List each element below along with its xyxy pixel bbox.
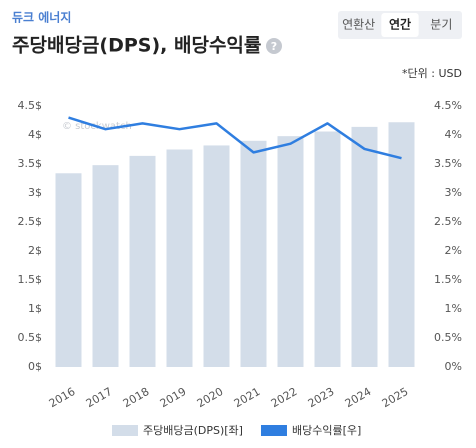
help-icon[interactable] — [266, 38, 282, 54]
x-tick-label: 2021 — [232, 385, 263, 410]
bar — [351, 126, 378, 367]
title: 주당배당금(DPS), 배당수익률 — [12, 35, 261, 57]
legend-label: 배당수익률[우] — [292, 424, 361, 437]
y2-tick-label: 1% — [445, 302, 462, 315]
bar — [314, 131, 341, 367]
bar — [55, 173, 82, 367]
x-tick-label: 2018 — [121, 385, 152, 410]
y2-tick-label: 4% — [445, 128, 462, 141]
y2-tick-label: 3% — [445, 186, 462, 199]
unit-note: *단위 : USD — [402, 67, 462, 80]
tab[interactable]: 연환산 — [342, 18, 375, 32]
tab[interactable]: 분기 — [430, 18, 452, 32]
y-tick-label: 3$ — [28, 186, 42, 199]
legend-swatch — [260, 425, 287, 436]
y-tick-label: 3.5$ — [18, 157, 43, 170]
y2-tick-label: 4.5% — [434, 99, 462, 112]
y-tick-label: 0.5$ — [18, 331, 43, 344]
bar — [203, 145, 230, 367]
y2-tick-label: 2% — [445, 244, 462, 257]
bar — [240, 140, 267, 367]
x-tick-label: 2017 — [84, 385, 115, 410]
bar — [277, 136, 304, 367]
x-tick-label: 2023 — [306, 385, 337, 410]
legend-swatch — [112, 425, 138, 436]
help-text[interactable]: ? — [271, 40, 277, 53]
y2-tick-label: 0.5% — [434, 331, 462, 344]
x-tick-label: 2025 — [380, 385, 411, 410]
y-tick-label: 1.5$ — [18, 273, 43, 286]
y-tick-label: 1$ — [28, 302, 42, 315]
y2-tick-label: 3.5% — [434, 157, 462, 170]
y2-tick-label: 2.5% — [434, 215, 462, 228]
tab-selected[interactable] — [381, 13, 419, 37]
y-tick-label: 0$ — [28, 360, 42, 373]
y-tick-label: 4$ — [28, 128, 42, 141]
x-tick-label: 2020 — [195, 385, 226, 410]
legend-label: 주당배당금(DPS)[좌] — [143, 424, 243, 437]
bar — [129, 155, 156, 367]
tab[interactable]: 연간 — [389, 17, 411, 32]
company: 듀크 에너지 — [12, 10, 71, 25]
bar — [388, 122, 415, 368]
bar — [166, 149, 193, 367]
y-tick-label: 2$ — [28, 244, 42, 257]
y-tick-label: 4.5$ — [18, 99, 43, 112]
y2-tick-label: 1.5% — [434, 273, 462, 286]
line — [68, 116, 402, 160]
y2-tick-label: 0% — [445, 360, 462, 373]
x-tick-label: 2016 — [47, 385, 78, 410]
bar — [92, 165, 119, 367]
x-tick-label: 2022 — [269, 385, 300, 410]
x-tick-label: 2024 — [343, 385, 374, 410]
y-tick-label: 2.5$ — [18, 215, 43, 228]
x-tick-label: 2019 — [158, 385, 189, 410]
